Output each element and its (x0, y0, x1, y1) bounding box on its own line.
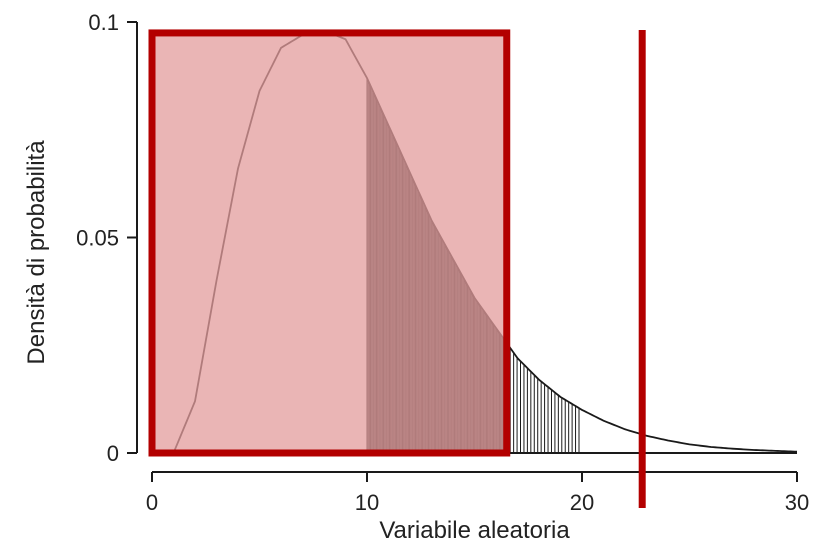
y-tick-label: 0.05 (76, 226, 119, 251)
tick-group: 0 10 20 30 0 0.05 0.1 (76, 10, 809, 515)
shaded-region-1 (506, 343, 580, 453)
x-axis-title: Variabile aleatoria (379, 517, 570, 544)
y-axis-title: Densità di probabilità (23, 140, 50, 365)
y-tick-label: 0 (107, 441, 119, 466)
x-tick-label: 10 (355, 490, 379, 515)
annotation-group (148, 29, 646, 508)
x-tick-label: 30 (785, 490, 809, 515)
x-tick-label: 20 (570, 490, 594, 515)
y-tick-label: 0.1 (88, 10, 119, 35)
x-tick-label: 0 (146, 490, 158, 515)
highlight-box (148, 29, 511, 457)
